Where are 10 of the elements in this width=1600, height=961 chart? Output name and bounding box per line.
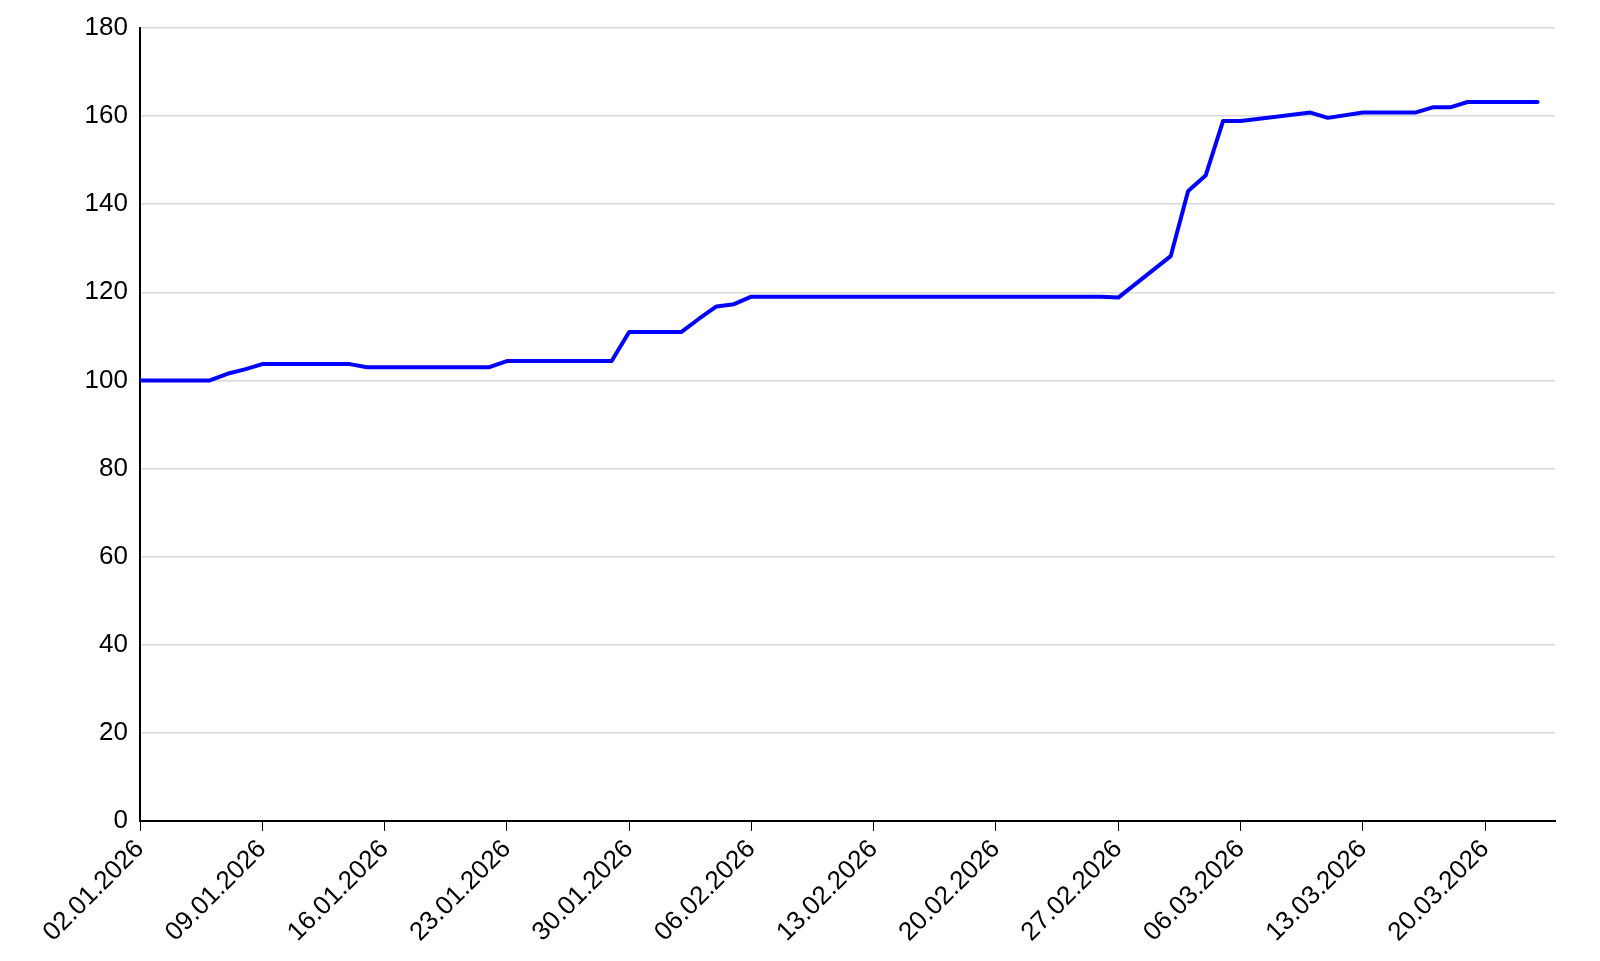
y-tick-label: 0	[113, 804, 128, 835]
y-tick-label: 160	[84, 99, 128, 130]
y-tick-label: 100	[84, 363, 128, 394]
y-tick-label: 120	[84, 275, 128, 306]
y-tick-label: 20	[99, 715, 128, 746]
y-tick-label: 80	[99, 451, 128, 482]
y-tick-label: 40	[99, 627, 128, 658]
y-tick-label: 60	[99, 539, 128, 570]
y-tick-label: 140	[84, 187, 128, 218]
y-tick-label: 180	[84, 11, 128, 42]
